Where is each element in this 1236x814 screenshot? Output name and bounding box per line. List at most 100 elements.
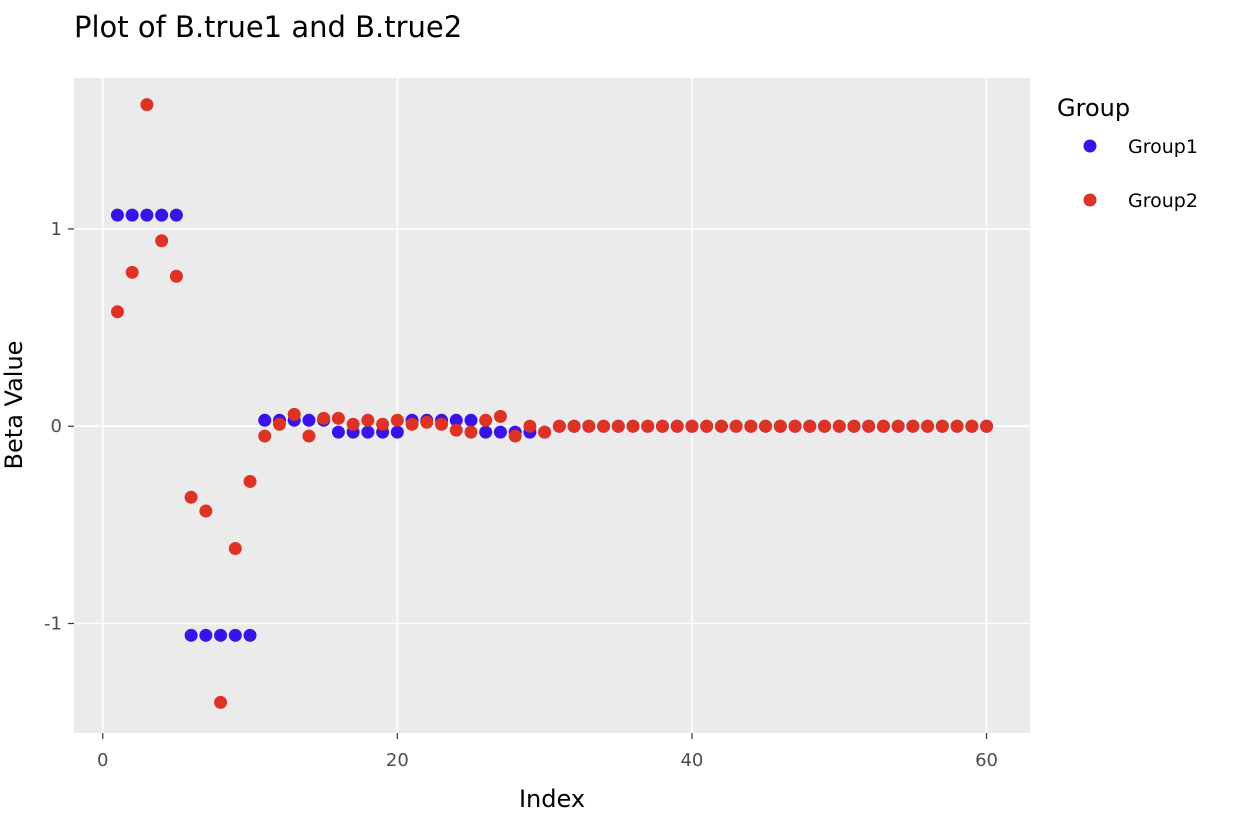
data-point xyxy=(184,490,198,504)
legend-title: Group xyxy=(1057,94,1130,122)
data-point xyxy=(552,419,566,433)
data-point xyxy=(420,415,434,429)
data-point xyxy=(493,425,507,439)
data-point xyxy=(155,208,169,222)
data-point xyxy=(788,419,802,433)
data-point xyxy=(169,269,183,283)
data-point xyxy=(110,208,124,222)
data-point xyxy=(538,425,552,439)
y-axis-title: Beta Value xyxy=(0,341,28,470)
data-point xyxy=(361,425,375,439)
y-tick-label: 0 xyxy=(51,416,62,437)
data-point xyxy=(935,419,949,433)
data-point xyxy=(258,429,272,443)
data-point xyxy=(950,419,964,433)
data-point xyxy=(199,504,213,518)
data-point xyxy=(214,695,228,709)
data-point xyxy=(287,407,301,421)
data-point xyxy=(464,425,478,439)
legend-marker xyxy=(1083,139,1097,153)
data-point xyxy=(125,208,139,222)
data-point xyxy=(479,425,493,439)
data-point xyxy=(876,419,890,433)
data-point xyxy=(773,419,787,433)
data-point xyxy=(862,419,876,433)
data-point xyxy=(464,413,478,427)
x-tick-label: 40 xyxy=(680,750,703,771)
data-point xyxy=(435,417,449,431)
data-point xyxy=(641,419,655,433)
legend-items: Group1 Group2 xyxy=(1083,136,1198,212)
data-point xyxy=(199,628,213,642)
data-point xyxy=(405,417,419,431)
data-point xyxy=(523,419,537,433)
data-point xyxy=(272,417,286,431)
legend-label: Group2 xyxy=(1128,190,1198,212)
data-point xyxy=(818,419,832,433)
series-group2 xyxy=(110,98,994,709)
data-point xyxy=(759,419,773,433)
data-point xyxy=(243,628,257,642)
data-point xyxy=(449,413,463,427)
x-axis-title: Index xyxy=(519,785,585,813)
data-point xyxy=(493,409,507,423)
y-tick-label: 1 xyxy=(51,219,62,240)
data-point xyxy=(331,411,345,425)
data-point xyxy=(228,542,242,556)
data-point xyxy=(921,419,935,433)
axis-ticks: 0 20 40 60 -1 0 1 xyxy=(44,219,998,771)
data-point xyxy=(317,411,331,425)
data-point xyxy=(169,208,183,222)
data-point xyxy=(744,419,758,433)
data-point xyxy=(449,423,463,437)
y-tick-label: -1 xyxy=(44,614,62,635)
data-points xyxy=(110,98,994,709)
legend-label: Group1 xyxy=(1128,136,1198,158)
data-point xyxy=(670,419,684,433)
data-point xyxy=(140,98,154,112)
data-point xyxy=(906,419,920,433)
data-point xyxy=(390,425,404,439)
data-point xyxy=(155,234,169,248)
data-point xyxy=(390,413,404,427)
data-point xyxy=(243,474,257,488)
data-point xyxy=(611,419,625,433)
x-tick-label: 0 xyxy=(97,750,108,771)
data-point xyxy=(110,305,124,319)
data-point xyxy=(508,429,522,443)
data-point xyxy=(980,419,994,433)
data-point xyxy=(847,419,861,433)
data-point xyxy=(302,413,316,427)
data-point xyxy=(331,425,345,439)
data-point xyxy=(346,417,360,431)
data-point xyxy=(832,419,846,433)
legend: Group Group1 Group2 xyxy=(1057,94,1198,212)
data-point xyxy=(655,419,669,433)
data-point xyxy=(302,429,316,443)
data-point xyxy=(228,628,242,642)
data-point xyxy=(258,413,272,427)
data-point xyxy=(700,419,714,433)
data-point xyxy=(597,419,611,433)
data-point xyxy=(184,628,198,642)
data-point xyxy=(685,419,699,433)
x-tick-label: 60 xyxy=(975,750,998,771)
data-point xyxy=(582,419,596,433)
data-point xyxy=(626,419,640,433)
data-point xyxy=(803,419,817,433)
data-point xyxy=(376,417,390,431)
data-point xyxy=(965,419,979,433)
data-point xyxy=(714,419,728,433)
data-point xyxy=(479,413,493,427)
data-point xyxy=(567,419,581,433)
data-point xyxy=(729,419,743,433)
legend-marker xyxy=(1083,193,1097,207)
chart-title: Plot of B.true1 and B.true2 xyxy=(74,10,462,44)
data-point xyxy=(891,419,905,433)
data-point xyxy=(361,413,375,427)
data-point xyxy=(125,265,139,279)
x-tick-label: 20 xyxy=(386,750,409,771)
data-point xyxy=(140,208,154,222)
data-point xyxy=(214,628,228,642)
